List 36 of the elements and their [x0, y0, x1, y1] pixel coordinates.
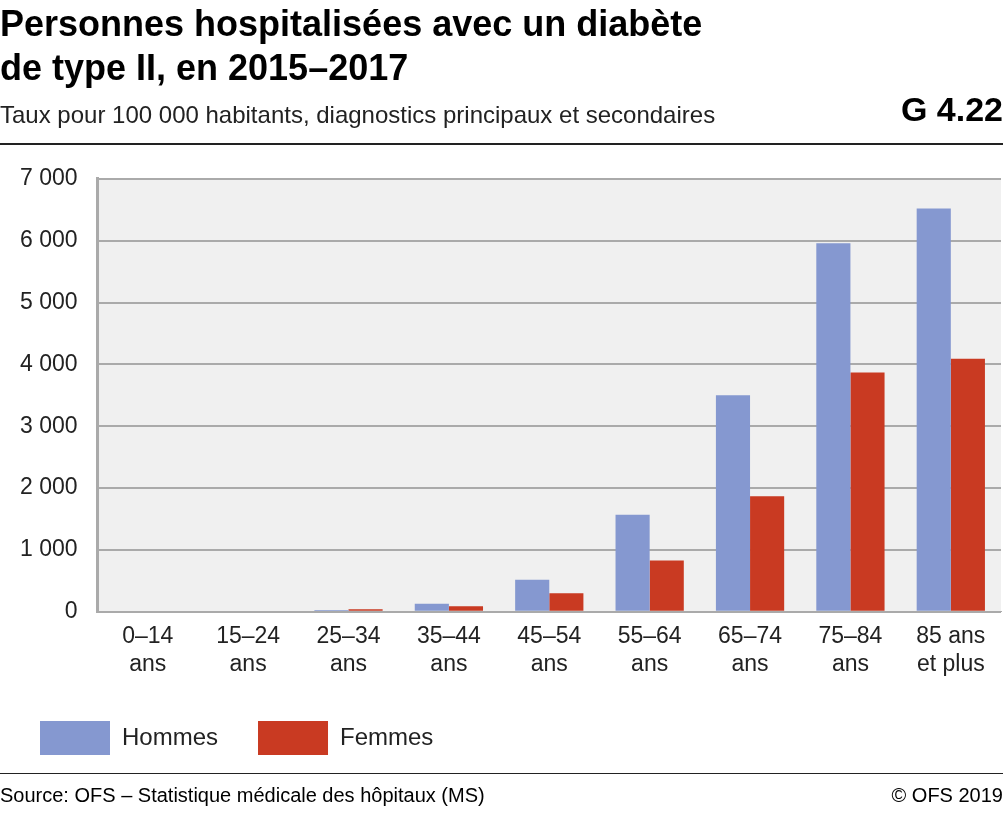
x-tick-label: 55–64 ans: [617, 621, 682, 676]
bar: [515, 579, 550, 611]
y-tick-label: 1 000: [19, 535, 78, 562]
x-tick-label: 35–44 ans: [416, 621, 482, 676]
x-tick-label: 15–24 ans: [216, 621, 281, 676]
y-tick-label: 4 000: [19, 349, 78, 376]
x-tick-label: 0–14 ans: [122, 621, 174, 676]
y-tick-label: 6 000: [19, 226, 78, 252]
bar: [549, 593, 584, 611]
bar: [448, 606, 484, 611]
bar: [414, 603, 449, 611]
bar: [916, 208, 951, 611]
bar: [715, 395, 751, 611]
chart-title: Personnes hospitalisées avec un diabète de type II, en 2015–2017: [0, 2, 704, 90]
bar: [750, 496, 785, 611]
x-tick-label: 25–34 ans: [316, 621, 381, 676]
y-tick-label: 3 000: [19, 411, 78, 438]
y-tick-label: 7 000: [19, 164, 78, 191]
legend-label: Femmes: [340, 722, 434, 750]
legend-label: Hommes: [122, 722, 219, 750]
text: G 4.22: [900, 90, 1003, 129]
bar: [950, 358, 985, 611]
bar: [816, 243, 851, 611]
chart-subtitle: Taux pour 100 000 habitants, diagnostics principaux et secondaires: [0, 101, 716, 129]
bar: [615, 514, 650, 611]
x-tick-label: 45–54 ans: [517, 621, 582, 676]
x-tick-label: 65–74 ans: [718, 621, 783, 676]
source-note: Source: OFS – Statistique médicale des hôpitaux (MS): [0, 784, 485, 807]
bar: [850, 372, 885, 611]
y-tick-label: 0: [64, 597, 78, 624]
bar: [649, 560, 684, 611]
text: © OFS 2019: [891, 784, 1003, 807]
x-tick-label: 85 ans et plus: [916, 621, 986, 676]
x-tick-label: 75–84 ans: [818, 621, 883, 676]
y-tick-label: 5 000: [19, 287, 78, 314]
y-tick-label: 2 000: [19, 473, 78, 500]
